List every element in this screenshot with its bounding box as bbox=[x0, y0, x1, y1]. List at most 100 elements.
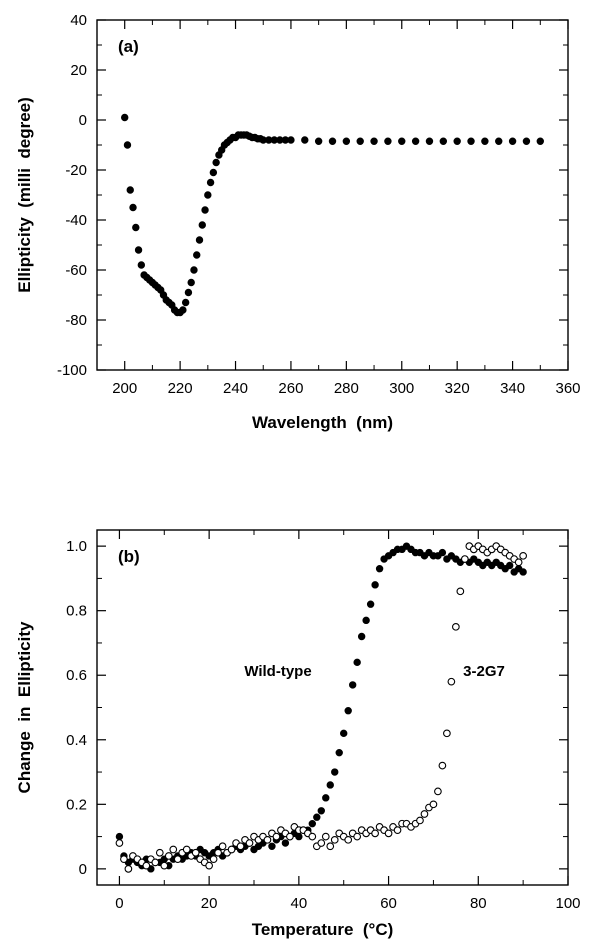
data-point bbox=[452, 622, 460, 631]
x-axis-title: Wavelength (nm) bbox=[252, 413, 393, 432]
data-point bbox=[201, 206, 209, 214]
data-point bbox=[321, 832, 330, 841]
data-point bbox=[295, 832, 303, 841]
data-point bbox=[160, 861, 169, 870]
data-point bbox=[169, 845, 178, 854]
data-point bbox=[519, 568, 527, 576]
data-point bbox=[218, 842, 227, 851]
data-point bbox=[308, 819, 317, 828]
data-point bbox=[195, 236, 204, 244]
y-tick-label: 0 bbox=[79, 861, 87, 878]
data-point bbox=[505, 561, 514, 570]
data-point bbox=[536, 137, 544, 145]
data-point bbox=[420, 810, 429, 818]
panel-a-ellipticity-vs-wavelength: 200 220 240 260 280 300 320 340 360-100-80-60-40… bbox=[15, 12, 581, 432]
data-point bbox=[356, 137, 364, 145]
data-point bbox=[384, 137, 392, 145]
data-point bbox=[190, 266, 198, 274]
data-point bbox=[398, 137, 406, 145]
y-tick-label: -80 bbox=[65, 312, 87, 329]
panel-label: (a) bbox=[118, 37, 139, 56]
y-tick-label: -20 bbox=[65, 162, 87, 179]
data-point bbox=[330, 835, 339, 844]
data-point bbox=[184, 288, 193, 297]
data-point bbox=[287, 136, 295, 144]
x-axis-title: Temperature (°C) bbox=[252, 920, 394, 939]
x-tick-label: 320 bbox=[445, 380, 470, 397]
y-tick-label: -40 bbox=[65, 212, 87, 229]
series-3-2g7 bbox=[115, 542, 527, 873]
x-tick-label: 200 bbox=[112, 380, 137, 397]
x-tick-label: 300 bbox=[389, 380, 414, 397]
y-tick-label: 1.0 bbox=[66, 538, 87, 555]
data-point bbox=[314, 137, 323, 145]
data-point bbox=[443, 729, 451, 738]
data-point bbox=[193, 251, 201, 259]
data-point bbox=[322, 794, 330, 802]
data-point bbox=[481, 137, 489, 145]
x-tick-label: 80 bbox=[470, 895, 487, 912]
data-point bbox=[121, 113, 129, 122]
data-point bbox=[447, 677, 456, 686]
data-point bbox=[348, 681, 357, 689]
data-point bbox=[434, 787, 442, 796]
data-point bbox=[453, 137, 461, 145]
y-tick-label: 0.6 bbox=[66, 667, 87, 684]
data-point bbox=[514, 558, 523, 567]
x-tick-label: 260 bbox=[278, 380, 303, 397]
series-0 bbox=[121, 113, 544, 317]
data-point bbox=[438, 761, 447, 770]
data-point bbox=[115, 832, 124, 841]
y-tick-label: 0.2 bbox=[66, 796, 87, 813]
data-point bbox=[142, 861, 151, 870]
data-point bbox=[272, 832, 281, 841]
y-axis-title: Ellipticity (milli degree) bbox=[15, 97, 34, 293]
x-tick-label: 340 bbox=[500, 380, 525, 397]
data-point bbox=[362, 616, 370, 625]
data-point bbox=[342, 137, 351, 145]
data-point bbox=[214, 848, 222, 857]
data-point bbox=[205, 861, 213, 870]
data-point bbox=[129, 203, 137, 212]
data-point bbox=[179, 306, 187, 314]
data-point bbox=[155, 848, 164, 857]
data-point bbox=[326, 781, 334, 789]
data-point bbox=[120, 855, 128, 864]
data-point bbox=[191, 848, 200, 857]
data-point bbox=[328, 137, 337, 145]
data-point bbox=[416, 816, 424, 825]
data-point bbox=[456, 587, 465, 596]
y-tick-label: 20 bbox=[70, 62, 87, 79]
data-point bbox=[206, 178, 215, 187]
data-point bbox=[411, 137, 420, 145]
y-tick-label: -60 bbox=[65, 262, 87, 279]
series-label: Wild-type bbox=[244, 663, 311, 680]
data-point bbox=[353, 658, 361, 667]
x-tick-label: 240 bbox=[223, 380, 248, 397]
data-point bbox=[236, 842, 245, 851]
series-label: 3-2G7 bbox=[463, 663, 505, 680]
data-point bbox=[519, 551, 527, 560]
x-tick-label: 360 bbox=[555, 380, 580, 397]
data-point bbox=[245, 839, 254, 847]
data-point bbox=[286, 832, 294, 841]
x-tick-label: 20 bbox=[201, 895, 218, 912]
x-tick-label: 60 bbox=[380, 895, 397, 912]
data-point bbox=[335, 748, 343, 757]
data-point bbox=[209, 168, 218, 177]
data-point bbox=[460, 555, 469, 563]
data-point bbox=[301, 136, 309, 144]
data-point bbox=[132, 223, 140, 232]
data-point bbox=[124, 865, 133, 873]
data-point bbox=[209, 855, 218, 864]
data-point bbox=[429, 800, 438, 809]
data-point bbox=[187, 278, 195, 287]
y-tick-label: 40 bbox=[70, 12, 87, 29]
x-tick-label: 280 bbox=[334, 380, 359, 397]
data-point bbox=[371, 829, 379, 838]
data-point bbox=[123, 141, 132, 149]
plot-frame bbox=[96, 19, 569, 371]
data-point bbox=[227, 845, 236, 854]
data-point bbox=[308, 832, 317, 841]
